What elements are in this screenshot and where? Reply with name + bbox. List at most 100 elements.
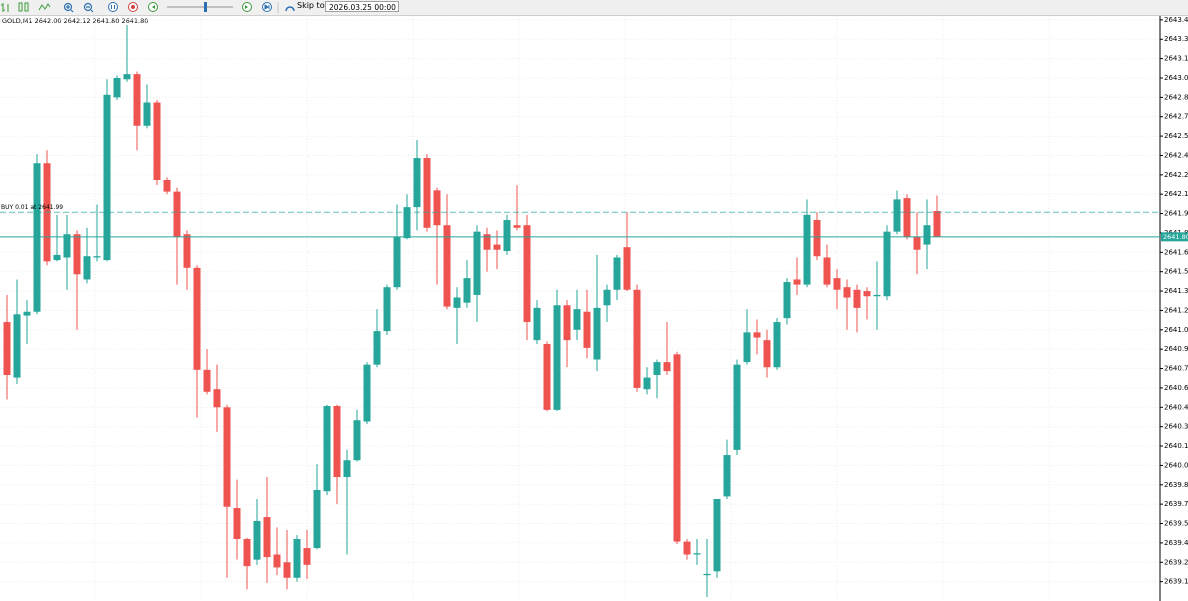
y-tick-label: 2642.43 bbox=[1164, 151, 1188, 159]
y-tick-label: 2640.18 bbox=[1164, 442, 1188, 450]
candle-body bbox=[33, 163, 41, 312]
candle-body bbox=[643, 377, 651, 390]
candle-body bbox=[143, 102, 151, 126]
skip-label: Skip to bbox=[297, 1, 325, 10]
candle-body bbox=[543, 344, 551, 410]
candle-body bbox=[513, 225, 521, 228]
candle-body bbox=[23, 311, 31, 316]
candle-body bbox=[703, 573, 711, 576]
candle-body bbox=[803, 214, 811, 285]
candle-body bbox=[693, 553, 701, 555]
candle-body bbox=[933, 211, 941, 237]
candle-body bbox=[783, 282, 791, 319]
y-tick-label: 2640.03 bbox=[1164, 461, 1188, 469]
candle-body bbox=[763, 340, 771, 368]
candle-body bbox=[913, 236, 921, 250]
candle-body bbox=[313, 489, 321, 549]
candle-body bbox=[403, 207, 411, 239]
candle-body bbox=[593, 307, 601, 360]
candle-body bbox=[163, 180, 171, 192]
candle-body bbox=[193, 267, 201, 370]
candle-body bbox=[113, 77, 121, 98]
candle-body bbox=[503, 220, 511, 252]
candle-body bbox=[603, 289, 611, 306]
candle-body bbox=[333, 406, 341, 478]
candle-body bbox=[863, 291, 871, 297]
candle-icon[interactable] bbox=[18, 2, 23, 12]
y-tick-label: 2639.28 bbox=[1164, 558, 1188, 566]
candle-body bbox=[873, 294, 881, 297]
candle-body bbox=[353, 420, 361, 461]
order-label: BUY 0.01 at 2641.99 bbox=[1, 204, 63, 211]
candle-body bbox=[653, 362, 661, 376]
chart: GOLD,M1 2642.00 2642.12 2641.80 2641.80 … bbox=[0, 16, 1188, 601]
candle-body bbox=[713, 498, 721, 572]
candle-body bbox=[53, 254, 61, 261]
zoom-in[interactable] bbox=[63, 2, 73, 12]
y-tick-label: 2642.13 bbox=[1164, 190, 1188, 198]
candle-body bbox=[853, 289, 861, 308]
candle-body bbox=[753, 332, 761, 338]
candle-body bbox=[633, 289, 641, 388]
price-label-box bbox=[1161, 232, 1188, 242]
y-tick-label: 2640.33 bbox=[1164, 423, 1188, 431]
candle-body bbox=[743, 332, 751, 363]
pause-button[interactable] bbox=[108, 2, 118, 12]
y-tick-label: 2640.93 bbox=[1164, 345, 1188, 353]
candle-body bbox=[203, 369, 211, 392]
candle-body bbox=[263, 517, 271, 558]
candle-body bbox=[133, 74, 141, 126]
candle-body bbox=[823, 257, 831, 285]
bar-chart-icon[interactable] bbox=[1, 3, 9, 12]
y-tick-label: 2642.28 bbox=[1164, 171, 1188, 179]
candle-body bbox=[563, 305, 571, 341]
y-tick-label: 2641.68 bbox=[1164, 248, 1188, 256]
line-icon[interactable] bbox=[38, 3, 51, 11]
candle-body bbox=[893, 199, 901, 232]
candle-body bbox=[733, 364, 741, 450]
candle-body bbox=[183, 234, 191, 268]
chart-title: GOLD,M1 2642.00 2642.12 2641.80 2641.80 bbox=[2, 17, 148, 25]
candle-body bbox=[253, 520, 261, 560]
candle-body bbox=[373, 331, 381, 365]
candle-body bbox=[383, 287, 391, 332]
candle-body bbox=[283, 562, 291, 578]
y-tick-label: 2642.88 bbox=[1164, 93, 1188, 101]
candle-body bbox=[73, 234, 81, 275]
toolbar: Skip to 2026.03.25 00:00 bbox=[0, 0, 1188, 16]
plot-area bbox=[0, 16, 1160, 601]
candle-body bbox=[553, 305, 561, 410]
candle-body bbox=[623, 247, 631, 290]
slider-thumb[interactable] bbox=[204, 2, 207, 12]
candle-body bbox=[453, 297, 461, 308]
candle-body bbox=[663, 362, 671, 372]
y-tick-label: 2639.73 bbox=[1164, 500, 1188, 508]
date-input[interactable]: 2026.03.25 00:00 bbox=[325, 1, 399, 12]
candle-body bbox=[493, 244, 501, 250]
y-tick-label: 2641.98 bbox=[1164, 210, 1188, 218]
candle-body bbox=[173, 191, 181, 237]
candle-body bbox=[223, 407, 231, 507]
candle-body bbox=[273, 554, 281, 568]
candle-body bbox=[483, 234, 491, 250]
y-tick-label: 2641.53 bbox=[1164, 268, 1188, 276]
y-tick-label: 2643.18 bbox=[1164, 55, 1188, 63]
candle-body bbox=[13, 314, 21, 378]
y-tick-label: 2641.08 bbox=[1164, 326, 1188, 334]
candle-body bbox=[363, 364, 371, 422]
candle-body bbox=[213, 389, 221, 408]
candle-body bbox=[303, 548, 311, 565]
toolbar-icons bbox=[1, 2, 279, 13]
y-tick-label: 2640.78 bbox=[1164, 365, 1188, 373]
candle-body bbox=[3, 322, 11, 376]
candle-body bbox=[673, 354, 681, 542]
zoom-out[interactable] bbox=[83, 2, 93, 12]
candle-body bbox=[343, 460, 351, 478]
y-tick-label: 2643.48 bbox=[1164, 16, 1188, 24]
candle-body bbox=[903, 198, 911, 237]
candle-body bbox=[433, 190, 441, 226]
candle-body bbox=[423, 158, 431, 228]
candle-body bbox=[793, 279, 801, 285]
candle-body bbox=[683, 541, 691, 555]
